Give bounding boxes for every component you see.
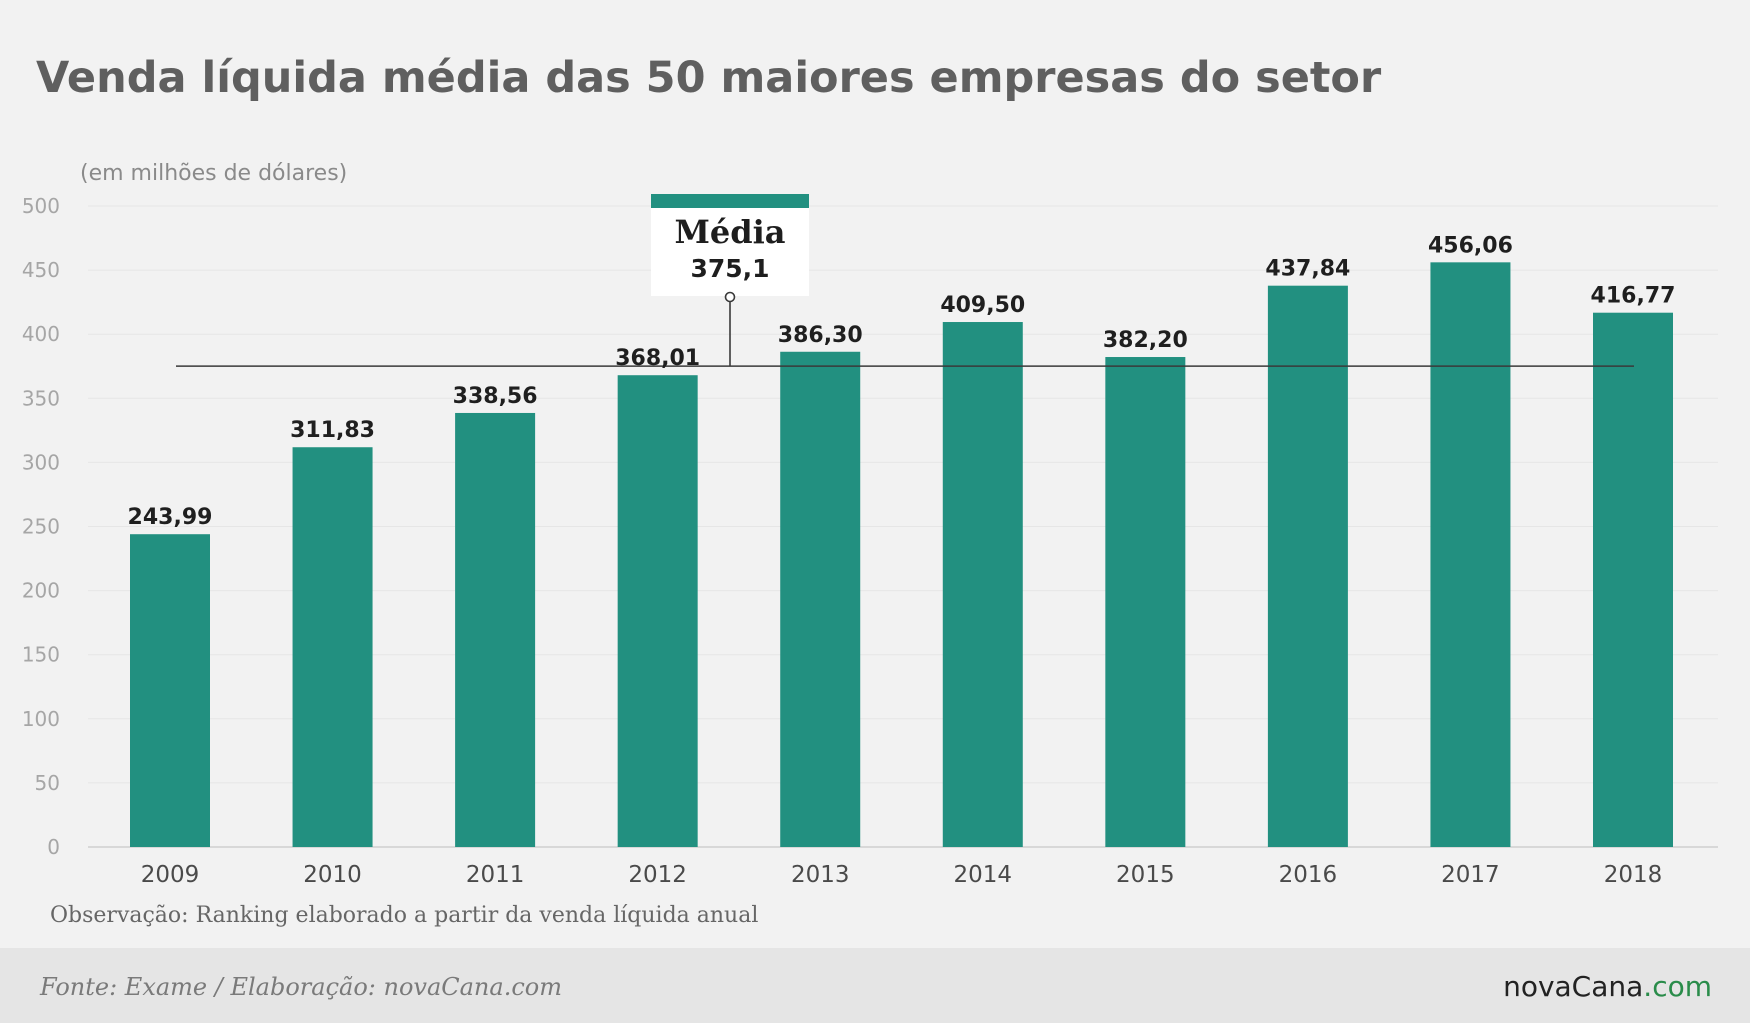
source-text: Fonte: Exame / Elaboração: novaCana.com [39,973,562,1001]
x-tick-label: 2015 [1116,862,1175,888]
chart-note: Observação: Ranking elaborado a partir d… [50,903,758,928]
average-marker: Média 375,1 [176,194,1634,367]
average-box-header [651,194,809,208]
value-label-2013: 386,30 [778,323,863,348]
y-tick-label: 250 [22,515,60,539]
bars [130,262,1673,848]
y-tick-label: 50 [35,771,60,795]
bar-2009 [130,534,210,847]
average-box [651,194,809,296]
x-axis-ticks: 2009 2010 2011 2012 2013 2014 2015 2016 2017 2018 [141,862,1663,888]
bar-2011 [455,412,536,847]
y-tick-label: 350 [22,386,60,410]
y-axis-ticks: 0 50 100 150 200 250 300 350 400 450 500 [22,194,60,859]
average-connector-dot [724,291,736,303]
y-tick-label: 150 [22,643,60,667]
value-label-2018: 416,77 [1591,284,1676,309]
y-tick-label: 500 [22,194,60,218]
average-value: 375,1 [690,254,769,283]
bar-2010 [292,447,373,847]
bar-2015 [1105,357,1186,847]
y-tick-label: 200 [22,579,60,603]
x-tick-label: 2010 [303,862,362,888]
value-label-2015: 382,20 [1103,328,1188,353]
brand-logo: novaCana.com [1503,970,1712,1003]
bar-2016 [1267,285,1348,848]
x-tick-label: 2018 [1604,862,1663,888]
value-label-2009: 243,99 [128,505,213,530]
bar-2018 [1593,312,1673,847]
bar-2014 [942,322,1023,847]
x-tick-label: 2017 [1441,862,1500,888]
chart-title: Venda líquida média das 50 maiores empre… [36,53,1382,103]
x-tick-label: 2011 [466,862,525,888]
value-label-2010: 311,83 [290,418,375,443]
y-tick-label: 300 [22,450,60,474]
value-label-2014: 409,50 [940,293,1025,318]
x-tick-label: 2016 [1279,862,1338,888]
bar-2013 [780,351,861,847]
x-tick-label: 2012 [628,862,687,888]
footer-band [0,948,1750,1023]
value-label-2011: 338,56 [453,384,538,409]
value-label-2016: 437,84 [1265,257,1350,282]
y-tick-label: 100 [22,707,60,731]
average-title: Média [674,213,785,251]
value-label-2012: 368,01 [615,346,700,371]
brand-logo-suffix: .com [1643,970,1712,1003]
y-tick-label: 400 [22,322,60,346]
brand-logo-main: novaCana [1503,970,1643,1003]
value-labels: 243,99 311,83 338,56 368,01 386,30 409,50 382,… [128,233,1676,530]
bar-2017 [1430,262,1511,848]
bar-2012 [617,375,698,847]
x-tick-label: 2013 [791,862,850,888]
y-tick-label: 450 [22,258,60,282]
unit-label: (em milhões de dólares) [80,161,347,186]
y-tick-label: 0 [47,835,60,859]
value-label-2017: 456,06 [1428,233,1513,258]
x-tick-label: 2014 [954,862,1013,888]
x-tick-label: 2009 [141,862,200,888]
